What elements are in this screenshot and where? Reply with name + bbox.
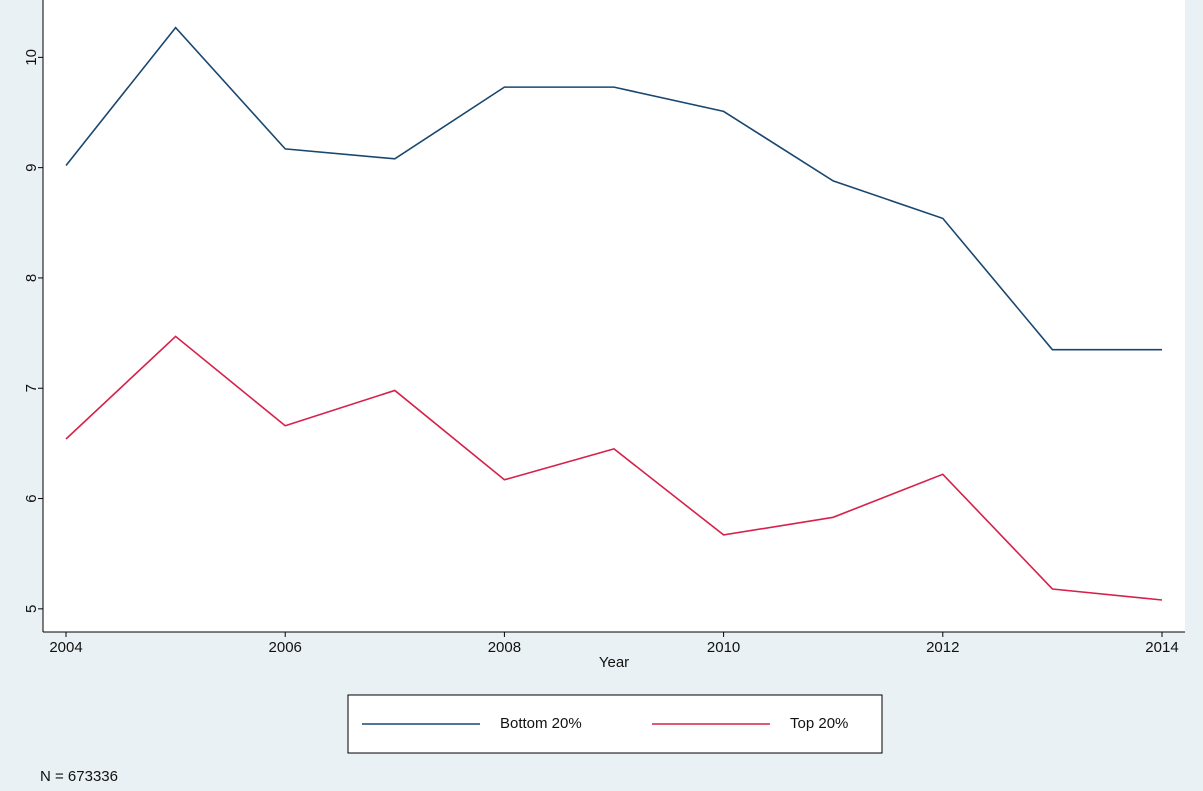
y-tick-label: 5 <box>23 605 40 613</box>
x-axis-label: Year <box>599 654 629 671</box>
legend-label: Top 20% <box>790 715 848 732</box>
line <box>65 26 1162 351</box>
x-tick-label: 2010 <box>707 639 740 656</box>
legend-label: Bottom 20% <box>500 715 582 732</box>
line <box>65 335 1163 601</box>
y-tick-label: 6 <box>23 494 40 502</box>
x-tick-label: 2014 <box>1145 639 1178 656</box>
y-tick-label: 9 <box>23 163 40 171</box>
plot-area <box>43 0 1185 632</box>
note: N = 673336 <box>40 768 118 785</box>
x-tick-label: 2008 <box>488 639 521 656</box>
y-tick-label: 10 <box>23 49 40 66</box>
y-tick-label: 7 <box>23 384 40 392</box>
x-tick-label: 2006 <box>269 639 302 656</box>
x-tick-label: 2004 <box>49 639 82 656</box>
x-tick-label: 2012 <box>926 639 959 656</box>
y-tick-label: 8 <box>23 274 40 282</box>
